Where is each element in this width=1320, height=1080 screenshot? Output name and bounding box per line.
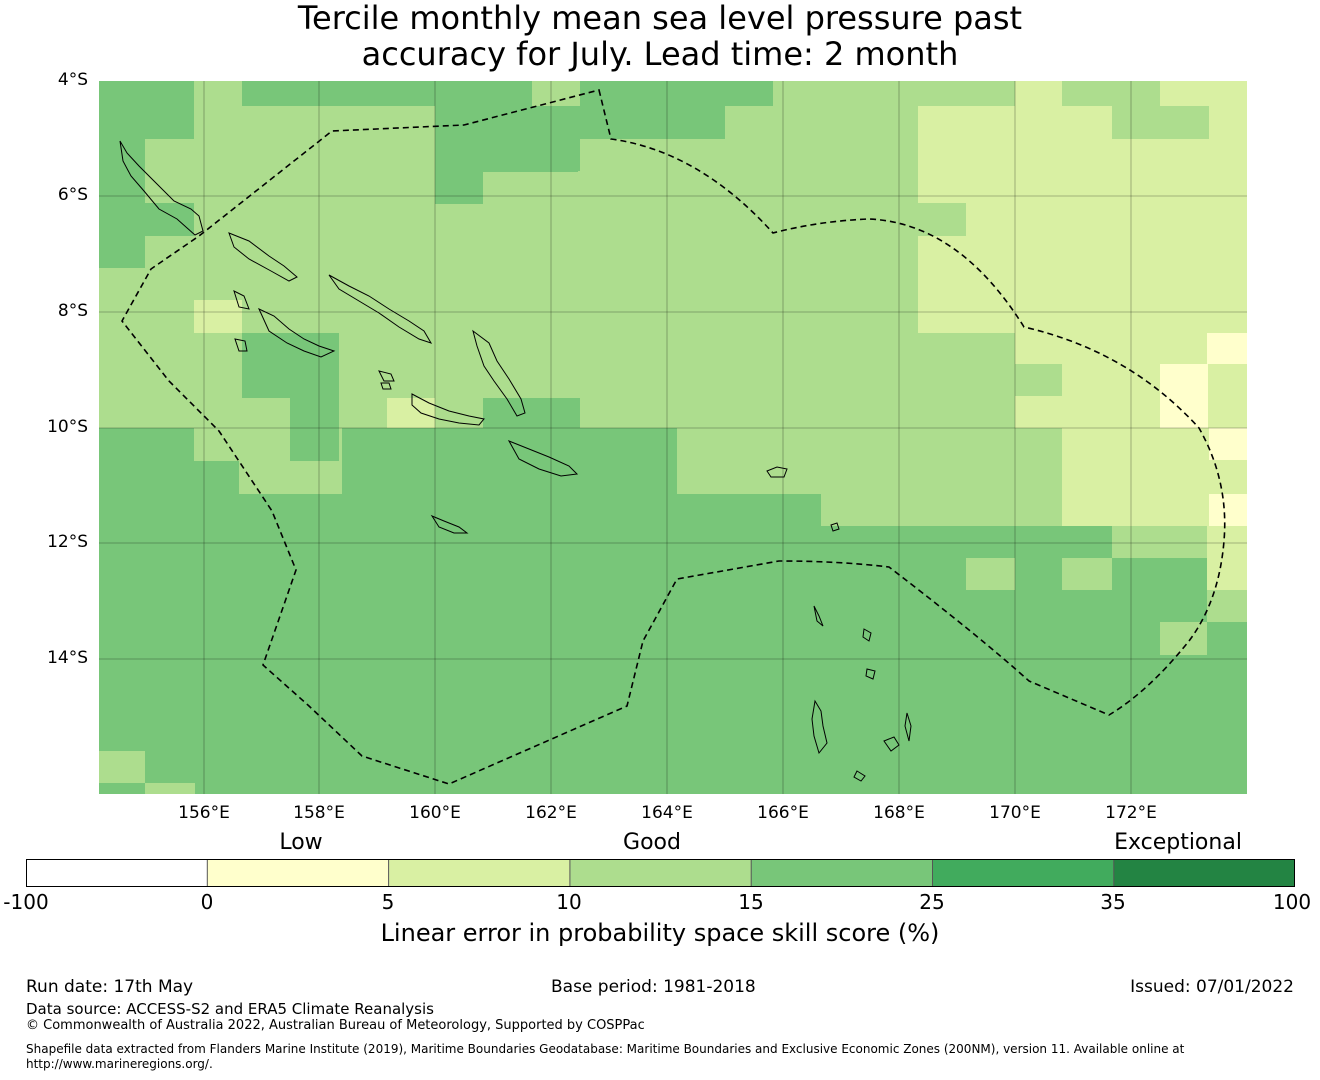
island-guadalcanal [411,393,485,426]
lat-label-6s: 6°S [57,185,88,205]
colorbar-tick-10: 10 [556,890,582,914]
lat-label-4s: 4°S [57,70,88,90]
islands [119,140,912,782]
colorbar-segment-1 [26,859,208,887]
run-date: Run date: 17th May [26,977,194,997]
colorbar-segment-4 [569,859,752,887]
colorbar-category-good: Good [623,830,681,855]
colorbar-tick-100: 100 [1272,890,1312,914]
island-small-1 [862,628,872,642]
colorbar-segment-2 [207,859,389,887]
lon-label-170e: 170°E [989,803,1041,823]
skill-region-pale-yellow [1160,333,1247,526]
island-santa-cruz [766,466,788,478]
lon-label-156e: 156°E [178,803,230,823]
graticule [99,81,1247,794]
colorbar-tick-0: 0 [200,890,214,914]
colorbar-category-exceptional: Exceptional [1114,830,1242,855]
skill-region-light-yellow-green [194,81,1247,590]
skill-score-map [99,81,1247,794]
colorbar-tick-25: 25 [919,890,945,914]
skill-region-light-green-overlay [677,81,1210,526]
island-vella-lavella [233,290,250,310]
island-efate [853,770,866,782]
island-small-2 [865,668,876,680]
colorbar-segment-7 [1113,859,1295,887]
lat-label-12s: 12°S [47,532,88,552]
lat-label-14s: 14°S [47,648,88,668]
island-santa-isabel [328,274,433,344]
island-bougainville [119,140,204,236]
lat-label-8s: 8°S [57,301,88,321]
lon-label-168e: 168°E [873,803,925,823]
island-espiritu-santo [811,699,828,755]
island-malakula [883,736,900,752]
lon-label-172e: 172°E [1105,803,1157,823]
lat-label-10s: 10°S [47,417,88,437]
lon-label-162e: 162°E [525,803,577,823]
base-period: Base period: 1981-2018 [551,977,756,997]
map-title-line-1: Tercile monthly mean sea level pressure … [297,0,1023,37]
skill-region-light-yellow-green-fix [966,106,1247,236]
eez-boundary [121,89,1226,785]
map-title-line-2: accuracy for July. Lead time: 2 month [361,35,959,73]
colorbar-category-low: Low [279,830,323,855]
colorbar-segment-5 [751,859,933,887]
issued-date: Issued: 07/01/2022 [1130,977,1294,997]
colorbar-tick-neg100: -100 [3,890,49,914]
colorbar [26,859,1295,887]
lon-label-166e: 166°E [757,803,809,823]
island-malaita [472,329,526,417]
lon-label-164e: 164°E [641,803,693,823]
island-choiseul [228,232,298,282]
lon-label-160e: 160°E [409,803,461,823]
island-torres [813,605,824,627]
colorbar-tick-15: 15 [738,890,764,914]
colorbar-segment-3 [388,859,570,887]
copyright: © Commonwealth of Australia 2022, Austra… [26,1018,645,1033]
island-small-5 [380,382,392,390]
island-vanikoro [830,522,840,532]
colorbar-segment-6 [932,859,1114,887]
island-makira [507,440,579,477]
island-nggela [378,370,395,382]
colorbar-label: Linear error in probability space skill … [380,919,940,947]
shapefile-credit-line-1: Shapefile data extracted from Flanders M… [26,1042,1185,1056]
shapefile-credit-line-2: http://www.marineregions.org/. [26,1057,213,1071]
island-small-4 [234,338,248,352]
colorbar-tick-5: 5 [381,890,395,914]
island-rennell [430,514,469,534]
data-source: Data source: ACCESS-S2 and ERA5 Climate … [26,1000,434,1018]
colorbar-tick-35: 35 [1100,890,1126,914]
lon-label-158e: 158°E [293,803,345,823]
island-new-georgia [257,307,336,358]
island-small-3 [904,712,912,742]
